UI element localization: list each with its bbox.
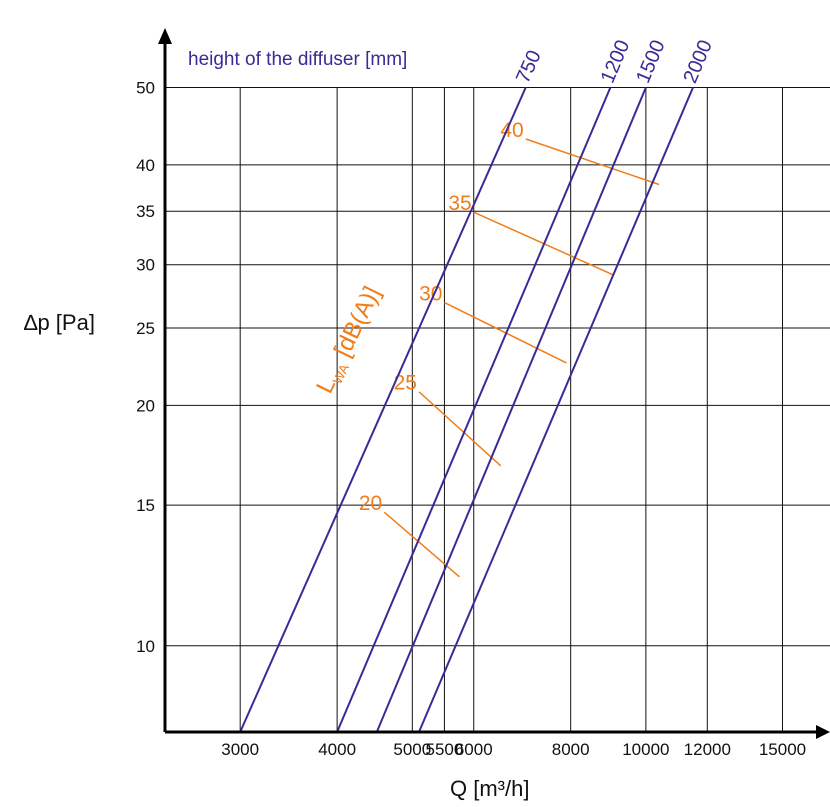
noise-axis-title: LWA [dB(A)] xyxy=(311,282,388,398)
x-axis-title: Q [m³/h] xyxy=(450,776,529,801)
x-axis-arrow xyxy=(816,725,830,739)
y-tick-15: 15 xyxy=(136,496,155,515)
noise-label-20: 20 xyxy=(359,492,382,515)
noise-label-35: 35 xyxy=(448,192,471,215)
series-line-750 xyxy=(239,87,527,733)
x-tick-4000: 4000 xyxy=(318,740,356,759)
x-tick-5500: 5500 xyxy=(426,740,464,759)
y-tick-30: 30 xyxy=(136,256,155,275)
legend-title: height of the diffuser [mm] xyxy=(188,49,407,70)
y-tick-35: 35 xyxy=(136,202,155,221)
y-axis-title: ∆p [Pa] xyxy=(24,310,95,335)
axes xyxy=(158,28,830,739)
y-tick-50: 50 xyxy=(136,78,155,97)
noise-title-unit: [dB(A)] xyxy=(326,282,386,367)
series-line-1500 xyxy=(375,87,647,733)
noise-label-40: 40 xyxy=(500,119,523,142)
y-tick-10: 10 xyxy=(136,637,155,656)
x-tick-10000: 10000 xyxy=(622,740,669,759)
y-tick-25: 25 xyxy=(136,319,155,338)
y-tick-40: 40 xyxy=(136,156,155,175)
x-tick-5000: 5000 xyxy=(393,740,431,759)
series-line-2000 xyxy=(418,87,694,733)
y-axis-arrow xyxy=(158,28,172,44)
series-label-1200: 1200 xyxy=(597,37,635,87)
series-line-1200 xyxy=(336,87,612,733)
noise-line-20 xyxy=(383,511,460,578)
x-tick-6000: 6000 xyxy=(455,740,493,759)
x-tick-8000: 8000 xyxy=(552,740,590,759)
series-label-750: 750 xyxy=(512,47,546,86)
x-tick-12000: 12000 xyxy=(684,740,731,759)
noise-label-25: 25 xyxy=(394,372,417,395)
grid xyxy=(165,86,830,732)
y-tick-20: 20 xyxy=(136,396,155,415)
series-label-1500: 1500 xyxy=(632,37,669,87)
noise-line-40 xyxy=(525,138,660,186)
x-tick-3000: 3000 xyxy=(221,740,259,759)
labels: ∆p [Pa] Q [m³/h] height of the diffuser … xyxy=(24,49,529,801)
noise-line-25 xyxy=(418,391,502,467)
series-label-2000: 2000 xyxy=(679,37,717,87)
x-tick-15000: 15000 xyxy=(759,740,806,759)
